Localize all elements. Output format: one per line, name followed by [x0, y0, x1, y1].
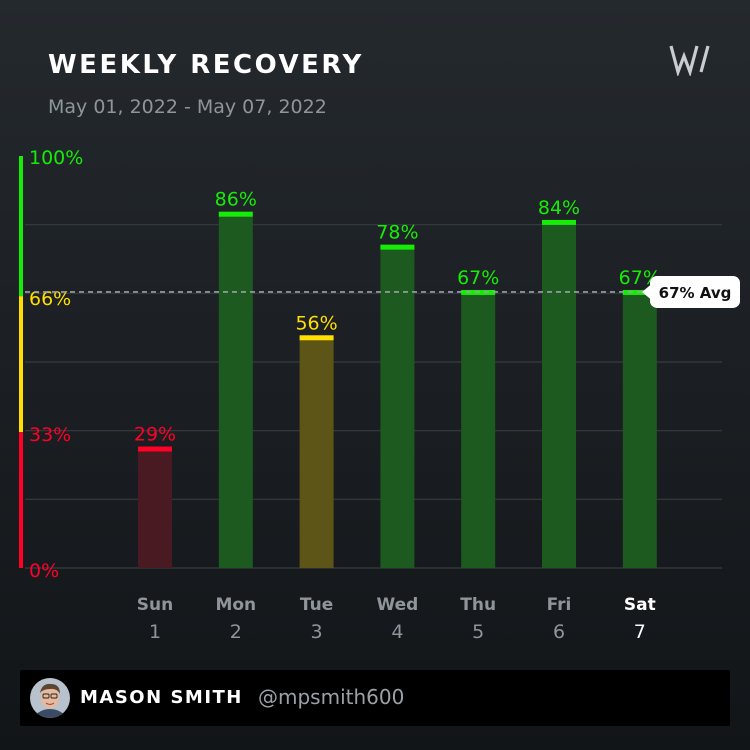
average-label: 67% Avg	[659, 284, 732, 302]
y-tick-label: 66%	[29, 288, 71, 310]
x-tick-label-date: 5	[472, 621, 484, 643]
value-label: 86%	[215, 189, 257, 211]
bar	[218, 213, 253, 568]
x-tick-label-date: 4	[391, 621, 403, 643]
bar	[622, 291, 657, 568]
x-tick-label-day: Fri	[547, 595, 572, 615]
bar-cap	[380, 244, 415, 250]
x-tick-label-day: Thu	[460, 595, 496, 615]
y-tick-label: 100%	[29, 147, 83, 169]
value-label: 56%	[295, 312, 337, 334]
bar	[299, 337, 334, 568]
bar	[138, 448, 172, 568]
user-avatar-icon	[30, 678, 70, 718]
value-label: 29%	[134, 424, 176, 446]
bar-cap	[299, 335, 334, 341]
value-label: 84%	[538, 197, 580, 219]
whoop-logo-icon	[668, 42, 712, 78]
x-tick-label-date: 6	[553, 621, 565, 643]
x-tick-label-date: 7	[634, 621, 646, 643]
bar-cap	[218, 211, 253, 217]
profile-footer: MASON SMITH @mpsmith600	[20, 670, 730, 726]
value-label: 78%	[376, 222, 418, 244]
bar-cap	[138, 446, 172, 452]
x-tick-label-date: 2	[230, 621, 242, 643]
x-tick-label-date: 3	[311, 621, 323, 643]
user-handle: @mpsmith600	[258, 685, 405, 709]
x-tick-label-day: Mon	[215, 595, 256, 615]
y-tick-label: 33%	[29, 424, 71, 446]
bar	[461, 291, 496, 568]
y-tick-label: 0%	[29, 560, 59, 582]
user-name: MASON SMITH	[80, 687, 243, 708]
date-range: May 01, 2022 - May 07, 2022	[48, 96, 327, 118]
bar	[380, 246, 415, 568]
value-label: 67%	[457, 267, 499, 289]
x-tick-label-day: Sun	[137, 595, 173, 615]
x-tick-label-date: 1	[149, 621, 161, 643]
recovery-bar-chart: 100% 66% 33% 0% 29% Sun 1 86% Mon 2 56% Tue 3 78% Wed 4…	[19, 147, 740, 643]
x-tick-label-day: Tue	[300, 595, 333, 615]
x-tick-label-day: Wed	[376, 595, 418, 615]
bar-cap	[542, 219, 576, 225]
x-tick-label-day: Sat	[624, 595, 656, 615]
average-pill	[650, 275, 740, 308]
bar	[542, 221, 576, 569]
page-title: WEEKLY RECOVERY	[48, 50, 364, 80]
